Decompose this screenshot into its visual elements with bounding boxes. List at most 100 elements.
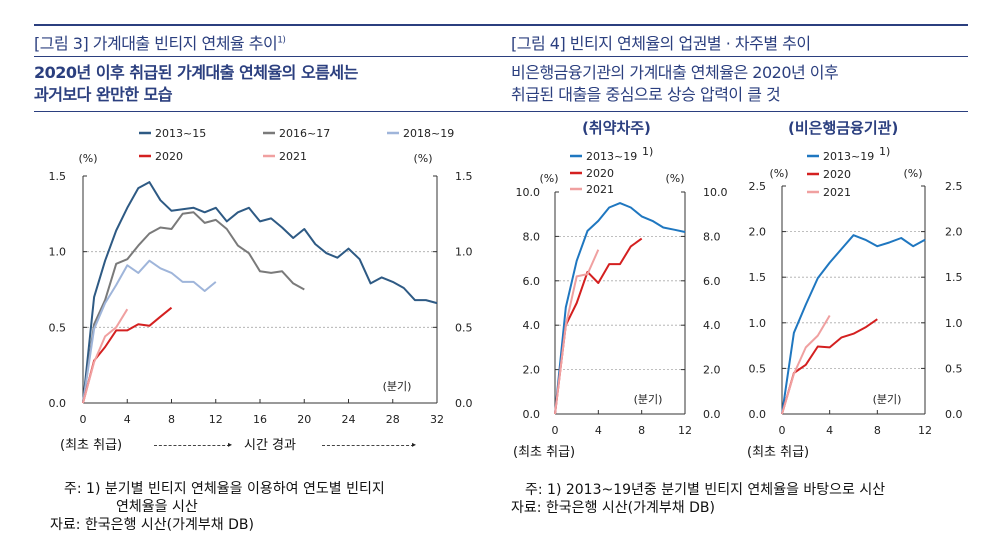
x-tick-label: 0: [80, 413, 87, 426]
y-tick-label-right: 1.5: [455, 170, 473, 183]
y-tick-label-right: 10.0: [703, 186, 728, 199]
x-origin-label: (최초 취급): [60, 438, 123, 453]
y-tick-label-left: 2.5: [749, 180, 767, 193]
x-axis-label: (분기): [383, 380, 412, 393]
chart-2-title: (취약차주): [582, 119, 651, 137]
y-tick-label-left: 8.0: [523, 230, 541, 243]
x-tick-label: 20: [297, 413, 311, 426]
arrow-head-icon: ▸: [228, 440, 233, 449]
x-tick-label: 8: [874, 424, 881, 437]
arrow-head-icon: ▸: [412, 440, 417, 449]
series-line-2020: [554, 237, 643, 415]
legend-label: 2013~15: [155, 127, 206, 140]
series-line-2021: [82, 308, 129, 404]
y-tick-label-right: 2.0: [945, 226, 963, 239]
x-tick-label: 0: [779, 424, 786, 437]
y-tick-label-left: 0.0: [749, 408, 767, 421]
x-tick-label: 0: [552, 424, 559, 437]
footnote-mark: 1): [277, 35, 286, 46]
legend-label: 2020: [155, 150, 183, 163]
time-arrow-left: [154, 445, 230, 446]
legend-label: 2021: [823, 186, 851, 199]
y-tick-label-right: 0.5: [455, 321, 473, 334]
legend-label: 2021: [586, 183, 614, 196]
y-tick-label-left: 1.5: [749, 271, 767, 284]
y-tick-label-right: 0.5: [945, 362, 963, 375]
figure-3-title: [그림 3] 가계대출 빈티지 연체율 추이1): [34, 30, 286, 54]
x-tick-label: 4: [595, 424, 602, 437]
x-axis-label: (분기): [634, 393, 663, 406]
x-tick-label: 8: [638, 424, 645, 437]
x-tick-label: 16: [253, 413, 267, 426]
y-unit-right: (%): [413, 152, 432, 165]
y-unit-left: (%): [769, 167, 788, 180]
divider: [495, 56, 968, 57]
y-tick-label-right: 6.0: [703, 275, 721, 288]
footnote: 주: 1) 분기별 빈티지 연체율을 이용하여 연도별 빈티지 연체율을 시산: [64, 480, 385, 516]
figure-4-title: [그림 4] 빈티지 연체율의 업권별 · 차주별 추이: [511, 34, 811, 53]
x-tick-label: 28: [386, 413, 400, 426]
x-tick-label: 24: [342, 413, 356, 426]
legend-label: 2020: [823, 168, 851, 181]
legend-label: 2013~19: [823, 150, 874, 163]
time-arrow-right: [322, 445, 414, 446]
y-tick-label-left: 6.0: [523, 275, 541, 288]
x-axis-label: (분기): [873, 393, 902, 406]
y-unit-left: (%): [539, 172, 558, 185]
y-tick-label-left: 1.5: [49, 170, 67, 183]
y-tick-label-left: 0.5: [49, 321, 67, 334]
series-line-2021: [781, 314, 831, 415]
y-unit-right: (%): [665, 172, 684, 185]
y-tick-label-right: 4.0: [703, 319, 721, 332]
y-tick-label-left: 0.0: [49, 397, 67, 410]
subtitle-line: 비은행금융기관의 가계대출 연체율은 2020년 이후: [511, 63, 839, 82]
y-tick-label-right: 1.0: [455, 246, 473, 259]
time-label: 시간 경과: [244, 438, 296, 453]
source: 자료: 한국은행 시산(가계부채 DB): [511, 500, 715, 516]
series-line-2018~19: [82, 259, 217, 404]
legend-label: 2018~19: [403, 127, 454, 140]
y-tick-label-right: 0.0: [703, 408, 721, 421]
y-tick-label-right: 1.5: [945, 271, 963, 284]
legend-footnote-mark: 1): [642, 145, 653, 158]
y-tick-label-left: 0.0: [523, 408, 541, 421]
divider: [34, 56, 500, 57]
subtitle-line: 2020년 이후 취급된 가계대출 연체율의 오름세는: [34, 63, 358, 82]
legend-footnote-mark: 1): [879, 145, 890, 158]
legend-label: 2021: [279, 150, 307, 163]
y-unit-right: (%): [903, 167, 922, 180]
legend-label: 2016~17: [279, 127, 330, 140]
y-tick-label-left: 1.0: [749, 317, 767, 330]
series-line-2016~17: [82, 211, 305, 404]
series-line-2013~15: [82, 181, 438, 404]
x-tick-label: 8: [168, 413, 175, 426]
footnote: 주: 1) 2013~19년중 분기별 빈티지 연체율을 바탕으로 시산: [525, 482, 886, 498]
y-tick-label-right: 0.0: [455, 397, 473, 410]
y-tick-label-left: 2.0: [749, 226, 767, 239]
chart-3-title: (비은행금융기관): [788, 119, 899, 137]
legend-label: 2020: [586, 167, 614, 180]
top-rule: [34, 24, 500, 26]
y-tick-label-right: 2.5: [945, 180, 963, 193]
subtitle-line: 취급된 대출을 중심으로 상승 압력이 클 것: [511, 85, 781, 104]
divider: [495, 111, 968, 112]
x-tick-label: 4: [826, 424, 833, 437]
x-tick-label: 12: [918, 424, 932, 437]
y-tick-label-left: 10.0: [516, 186, 541, 199]
y-tick-label-left: 1.0: [49, 246, 67, 259]
figure-3-subtitle: 2020년 이후 취급된 가계대출 연체율의 오름세는 과거보다 완만한 모습: [34, 62, 358, 106]
title-text: [그림 3] 가계대출 빈티지 연체율 추이: [34, 34, 278, 53]
y-unit-left: (%): [78, 152, 97, 165]
series-line-2021: [554, 249, 600, 415]
y-tick-label-right: 8.0: [703, 230, 721, 243]
y-tick-label-left: 4.0: [523, 319, 541, 332]
y-tick-label-left: 2.0: [523, 364, 541, 377]
source: 자료: 한국은행 시산(가계부채 DB): [50, 517, 254, 533]
y-tick-label-right: 1.0: [945, 317, 963, 330]
footnote-line: 주: 1) 분기별 빈티지 연체율을 이용하여 연도별 빈티지: [64, 481, 385, 497]
x-origin-label: (최초 취급): [513, 445, 576, 460]
series-line-2020: [781, 318, 878, 415]
